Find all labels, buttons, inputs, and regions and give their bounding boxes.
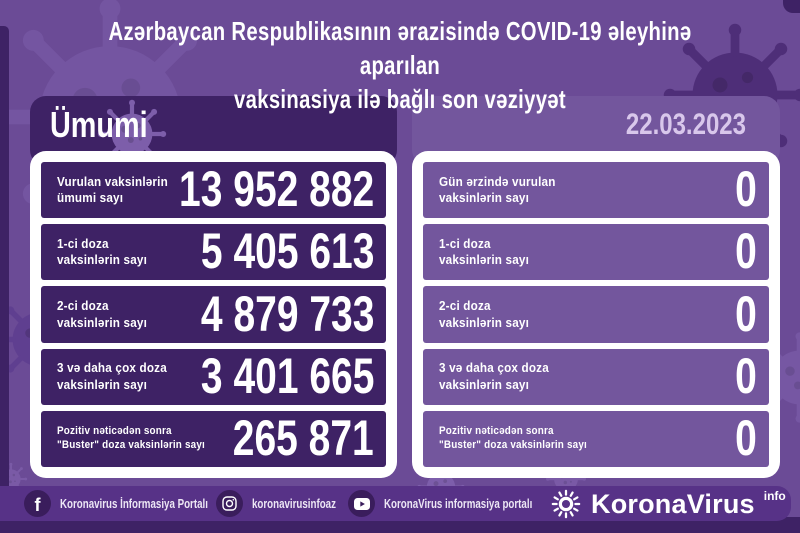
- stat-label: Pozitiv nəticədən sonra "Buster" doza va…: [57, 425, 205, 451]
- stat-value: 0: [735, 223, 757, 280]
- facebook-label: Koronavirus İnformasiya Portalı: [60, 496, 208, 511]
- stat-label: Pozitiv nəticədən sonra "Buster" doza va…: [439, 425, 587, 451]
- stat-value: 3 401 665: [200, 347, 374, 404]
- stat-row-daily-vaccines: Gün ərzində vurulan vaksinlərin sayı 0: [423, 160, 769, 219]
- footer: f Koronavirus İnformasiya Portalı korona…: [0, 486, 791, 521]
- brand-name: KoronaVirus: [591, 489, 755, 519]
- facebook-glyph: f: [34, 495, 41, 515]
- total-stats-panel: Vurulan vaksinlərin ümumi sayı 13 952 88…: [30, 151, 397, 478]
- koronavirus-logo-icon: [551, 489, 581, 519]
- stat-value: 265 871: [233, 409, 374, 466]
- brand-suffix: info: [763, 489, 786, 503]
- stat-label: 2-ci doza vaksinlərin sayı: [57, 298, 148, 330]
- report-date: 22.03.2023: [625, 108, 746, 141]
- stat-row-booster-daily: Pozitiv nəticədən sonra "Buster" doza va…: [423, 409, 769, 468]
- facebook-link[interactable]: f Koronavirus İnformasiya Portalı: [24, 490, 250, 517]
- stat-row-booster-total: Pozitiv nəticədən sonra "Buster" doza va…: [41, 409, 386, 468]
- instagram-link[interactable]: koronavirusinfoaz: [216, 490, 360, 517]
- youtube-icon: [348, 490, 375, 517]
- stat-label: Gün ərzində vurulan vaksinlərin sayı: [439, 173, 556, 206]
- stat-row-dose1-daily: 1-ci doza vaksinlərin sayı 0: [423, 223, 769, 281]
- stat-value: 5 405 613: [200, 223, 374, 280]
- stat-value: 0: [735, 285, 757, 342]
- stat-row-dose2-total: 2-ci doza vaksinlərin sayı 4 879 733: [41, 285, 386, 343]
- top-right-corner-accent: [783, 0, 800, 13]
- stat-row-dose2-daily: 2-ci doza vaksinlərin sayı 0: [423, 285, 769, 343]
- left-edge-accent: [0, 26, 9, 492]
- youtube-link[interactable]: KoronaVirus informasiya portalı: [348, 490, 574, 517]
- stat-label: 1-ci doza vaksinlərin sayı: [57, 236, 148, 268]
- stat-label: 3 və daha çox doza vaksinlərin sayı: [57, 360, 167, 392]
- facebook-icon: f: [24, 490, 51, 517]
- stat-label: 1-ci doza vaksinlərin sayı: [439, 236, 530, 268]
- stat-value: 0: [735, 160, 757, 217]
- stat-row-total-vaccines: Vurulan vaksinlərin ümumi sayı 13 952 88…: [41, 160, 386, 219]
- stat-label: Vurulan vaksinlərin ümumi sayı: [57, 173, 168, 206]
- stat-label: 3 və daha çox doza vaksinlərin sayı: [439, 360, 549, 392]
- page-title-line2: vaksinasiya ilə bağlı son vəziyyət: [234, 83, 566, 114]
- daily-stats-panel: Gün ərzində vurulan vaksinlərin sayı 0 1…: [412, 151, 780, 478]
- instagram-label: koronavirusinfoaz: [252, 496, 336, 511]
- page-title-line1: Azərbaycan Respublikasının ərazisində CO…: [108, 16, 692, 80]
- bottom-edge-accent: [0, 517, 800, 533]
- stat-value: 0: [735, 347, 757, 404]
- stat-label: 2-ci doza vaksinlərin sayı: [439, 298, 530, 330]
- instagram-icon: [216, 490, 243, 517]
- total-panel-title: Ümumi: [50, 104, 148, 145]
- youtube-label: KoronaVirus informasiya portalı: [384, 496, 533, 511]
- stat-value: 13 952 882: [178, 160, 374, 217]
- koronavirus-brand: KoronaVirus info: [550, 488, 786, 520]
- stat-value: 0: [735, 409, 757, 466]
- stat-row-dose3-total: 3 və daha çox doza vaksinlərin sayı 3 40…: [41, 347, 386, 405]
- stat-value: 4 879 733: [200, 285, 374, 342]
- stat-row-dose1-total: 1-ci doza vaksinlərin sayı 5 405 613: [41, 223, 386, 281]
- stat-row-dose3-daily: 3 və daha çox doza vaksinlərin sayı 0: [423, 347, 769, 405]
